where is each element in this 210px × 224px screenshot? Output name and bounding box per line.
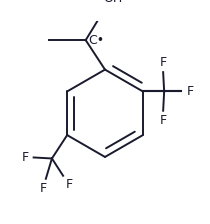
Text: F: F: [21, 151, 29, 164]
Text: F: F: [160, 114, 167, 127]
Text: F: F: [186, 85, 194, 98]
Text: F: F: [160, 56, 167, 69]
Text: F: F: [40, 182, 47, 195]
Text: OH: OH: [104, 0, 123, 5]
Text: C•: C•: [88, 34, 104, 47]
Text: F: F: [66, 178, 73, 191]
